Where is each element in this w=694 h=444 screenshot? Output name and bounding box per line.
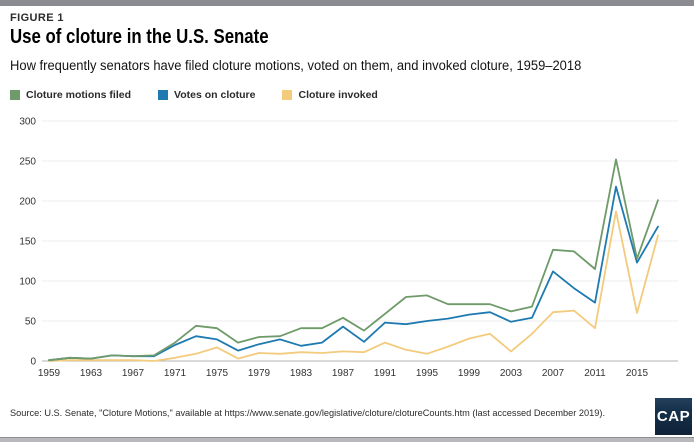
y-tick-label: 200 bbox=[19, 197, 36, 208]
x-tick-label: 2015 bbox=[626, 368, 649, 379]
x-tick-label: 1999 bbox=[458, 368, 481, 379]
legend-label: Votes on cloture bbox=[174, 89, 256, 101]
x-tick-label: 1983 bbox=[290, 368, 313, 379]
x-tick-label: 2003 bbox=[500, 368, 523, 379]
cap-logo-text: CAP bbox=[656, 408, 691, 425]
x-tick-label: 1975 bbox=[206, 368, 229, 379]
x-tick-label: 1979 bbox=[248, 368, 271, 379]
legend-swatch-blue bbox=[158, 90, 168, 100]
series-line-cloture-invoked bbox=[48, 210, 659, 362]
x-tick-label: 1967 bbox=[122, 368, 145, 379]
top-divider-bar bbox=[0, 0, 694, 6]
x-tick-label: 1963 bbox=[80, 368, 103, 379]
y-tick-label: 250 bbox=[19, 157, 36, 168]
legend-swatch-yellow bbox=[282, 90, 293, 100]
x-tick-label: 1959 bbox=[38, 368, 61, 379]
x-tick-label: 1995 bbox=[416, 368, 439, 379]
legend-item-votes-on-cloture: Votes on cloture bbox=[158, 89, 255, 101]
legend-label: Cloture motions filed bbox=[26, 89, 131, 101]
legend-item-cloture-motions-filed: Cloture motions filed bbox=[10, 89, 131, 101]
x-tick-label: 2007 bbox=[542, 368, 565, 379]
y-tick-label: 150 bbox=[19, 237, 36, 248]
chart-title: Use of cloture in the U.S. Senate bbox=[10, 26, 269, 48]
legend-label: Cloture invoked bbox=[298, 89, 378, 101]
legend-item-cloture-invoked: Cloture invoked bbox=[282, 89, 378, 101]
x-tick-label: 1971 bbox=[164, 368, 187, 379]
cloture-line-chart: 0 50 100 150 200 250 300 1959 1963 1967 1971 1975 19… bbox=[19, 117, 678, 379]
y-tick-label: 50 bbox=[25, 317, 37, 328]
x-tick-label: 1991 bbox=[374, 368, 397, 379]
series-line-votes-on-cloture bbox=[48, 185, 659, 362]
chart-subtitle: How frequently senators have filed clotu… bbox=[10, 58, 582, 73]
y-tick-label: 300 bbox=[19, 117, 36, 128]
legend-swatch-green bbox=[10, 90, 20, 100]
figure-label: FIGURE 1 bbox=[10, 12, 64, 24]
y-tick-label: 100 bbox=[19, 277, 36, 288]
cap-logo: CAP bbox=[655, 398, 692, 435]
x-tick-label: 1987 bbox=[332, 368, 355, 379]
x-tick-label: 2011 bbox=[584, 368, 606, 379]
legend: Cloture motions filed Votes on cloture C… bbox=[10, 89, 378, 101]
source-note: Source: U.S. Senate, "Cloture Motions," … bbox=[10, 408, 606, 419]
y-tick-label: 0 bbox=[30, 357, 36, 368]
series-line-cloture-motions-filed bbox=[48, 158, 659, 362]
bottom-divider-bar bbox=[0, 437, 694, 442]
